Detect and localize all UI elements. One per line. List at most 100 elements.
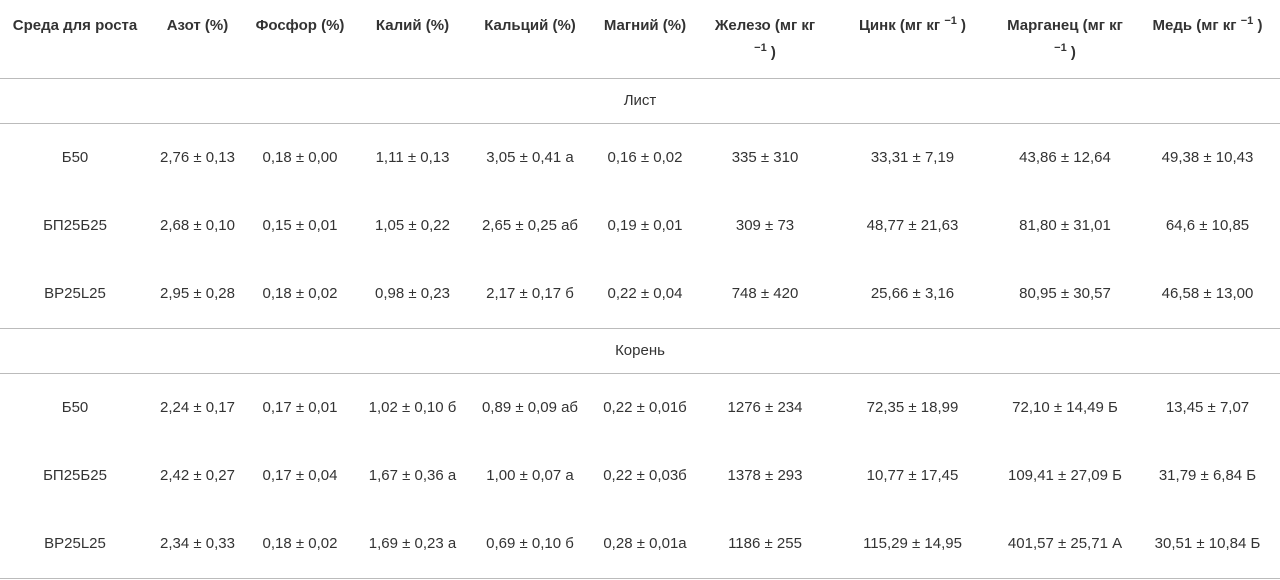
column-header: Железо (мг кг −1 ) [700, 0, 830, 78]
cell: 1,00 ± 0,07 а [486, 467, 574, 484]
cell: 10,77 ± 17,45 [866, 467, 959, 484]
cell: 0,15 ± 0,01 [262, 217, 338, 234]
cell: 1378 ± 293 [727, 467, 803, 484]
data-row: Б50 2,24 ± 0,17 0,17 ± 0,01 1,02 ± 0,10 б 0,… [0, 373, 1280, 442]
header-text: Фосфор (%) [255, 17, 345, 34]
data-row: БП25Б25 2,42 ± 0,27 0,17 ± 0,04 1,67 ± 0,36… [0, 442, 1280, 510]
cell: 72,10 ± 14,49 Б [1012, 399, 1118, 416]
section-row: Лист [0, 78, 1280, 124]
cell: 115,29 ± 14,95 [863, 535, 962, 552]
cell: 48,77 ± 21,63 [866, 217, 959, 234]
cell: 0,18 ± 0,02 [262, 535, 338, 552]
section-row: Корень [0, 328, 1280, 374]
header-superscript: −1 [754, 42, 767, 54]
column-header: Фосфор (%) [245, 0, 355, 78]
header-text-tail: ) [1257, 17, 1263, 34]
data-row: BP25L25 2,95 ± 0,28 0,18 ± 0,02 0,98 ± 0,23… [0, 260, 1280, 329]
row-label: БП25Б25 [43, 467, 107, 484]
cell: 1186 ± 255 [728, 535, 802, 552]
header-text-tail: ) [770, 44, 776, 61]
cell: 0,19 ± 0,01 [607, 217, 683, 234]
header-text-tail: ) [961, 17, 967, 34]
header-superscript: −1 [944, 15, 957, 27]
cell: 64,6 ± 10,85 [1165, 217, 1250, 234]
cell: 0,17 ± 0,04 [262, 467, 338, 484]
column-header: Цинк (мг кг −1 ) [830, 0, 995, 78]
cell: 748 ± 420 [731, 285, 799, 302]
cell: 1276 ± 234 [727, 399, 803, 416]
cell: 1,69 ± 0,23 а [368, 535, 457, 552]
cell: 46,58 ± 13,00 [1161, 285, 1254, 302]
row-label: Б50 [61, 149, 89, 166]
header-row: Среда для роста Азот (%) Фосфор (%) Калий (… [0, 0, 1280, 78]
column-header: Медь (мг кг −1 ) [1135, 0, 1280, 78]
cell: 0,69 ± 0,10 б [486, 535, 574, 552]
column-header: Калий (%) [355, 0, 470, 78]
column-header: Кальций (%) [470, 0, 590, 78]
cell: 0,18 ± 0,00 [262, 149, 338, 166]
column-header: Марганец (мг кг −1 ) [995, 0, 1135, 78]
cell: 309 ± 73 [735, 217, 795, 234]
cell: 31,79 ± 6,84 Б [1158, 467, 1257, 484]
column-header: Магний (%) [590, 0, 700, 78]
cell: 80,95 ± 30,57 [1019, 285, 1111, 302]
row-label: BP25L25 [44, 285, 106, 302]
cell: 0,22 ± 0,04 [607, 285, 683, 302]
header-text: Медь (мг кг [1152, 17, 1237, 34]
cell: 0,18 ± 0,02 [262, 285, 338, 302]
section-title: Лист [0, 78, 1280, 124]
header-text: Железо (мг кг [714, 17, 816, 34]
cell: 2,65 ± 0,25 аб [481, 217, 579, 234]
column-header: Азот (%) [150, 0, 245, 78]
data-row: BP25L25 2,34 ± 0,33 0,18 ± 0,02 1,69 ± 0,23… [0, 510, 1280, 578]
table-body: Лист Б50 2,76 ± 0,13 0,18 ± 0,00 1,11 ± 0,13… [0, 78, 1280, 578]
cell: 49,38 ± 10,43 [1161, 149, 1254, 166]
table-head: Среда для роста Азот (%) Фосфор (%) Калий (… [0, 0, 1280, 78]
cell: 1,02 ± 0,10 б [368, 399, 457, 416]
section-title: Корень [0, 328, 1280, 374]
header-text-tail: ) [1070, 44, 1076, 61]
cell: 0,28 ± 0,01а [603, 535, 687, 552]
cell: 81,80 ± 31,01 [1019, 217, 1111, 234]
row-label: Б50 [61, 399, 89, 416]
header-superscript: −1 [1240, 15, 1254, 27]
cell: 43,86 ± 12,64 [1019, 149, 1111, 166]
cell: 109,41 ± 27,09 Б [1008, 467, 1122, 484]
cell: 2,17 ± 0,17 б [486, 285, 574, 302]
data-row: БП25Б25 2,68 ± 0,10 0,15 ± 0,01 1,05 ± 0,22… [0, 192, 1280, 260]
header-text: Азот (%) [166, 17, 229, 34]
header-text: Марганец (мг кг [1007, 17, 1123, 34]
cell: 2,95 ± 0,28 [160, 285, 235, 302]
column-header: Среда для роста [0, 0, 150, 78]
cell: 0,22 ± 0,03б [603, 467, 687, 484]
header-text: Магний (%) [603, 17, 687, 34]
cell: 2,34 ± 0,33 [160, 535, 235, 552]
header-text: Кальций (%) [484, 17, 576, 34]
row-label: BP25L25 [44, 535, 106, 552]
header-text: Цинк (мг кг [858, 17, 941, 34]
cell: 33,31 ± 7,19 [870, 149, 955, 166]
cell: 30,51 ± 10,84 Б [1154, 535, 1261, 552]
header-text: Среда для роста [12, 17, 138, 34]
cell: 2,24 ± 0,17 [160, 399, 235, 416]
cell: 2,76 ± 0,13 [160, 149, 235, 166]
cell: 3,05 ± 0,41 а [486, 149, 574, 166]
cell: 0,98 ± 0,23 [375, 285, 450, 302]
cell: 2,42 ± 0,27 [160, 467, 235, 484]
cell: 0,89 ± 0,09 аб [481, 399, 579, 416]
cell: 335 ± 310 [731, 149, 799, 166]
cell: 25,66 ± 3,16 [870, 285, 955, 302]
cell: 72,35 ± 18,99 [866, 399, 959, 416]
cell: 0,16 ± 0,02 [607, 149, 683, 166]
cell: 0,22 ± 0,01б [603, 399, 687, 416]
cell: 13,45 ± 7,07 [1165, 399, 1250, 416]
cell: 1,05 ± 0,22 [375, 217, 450, 234]
header-superscript: −1 [1054, 42, 1067, 54]
row-label: БП25Б25 [43, 217, 107, 234]
cell: 1,67 ± 0,36 а [368, 467, 457, 484]
data-row: Б50 2,76 ± 0,13 0,18 ± 0,00 1,11 ± 0,13 3,05… [0, 123, 1280, 192]
header-text: Калий (%) [375, 17, 450, 34]
